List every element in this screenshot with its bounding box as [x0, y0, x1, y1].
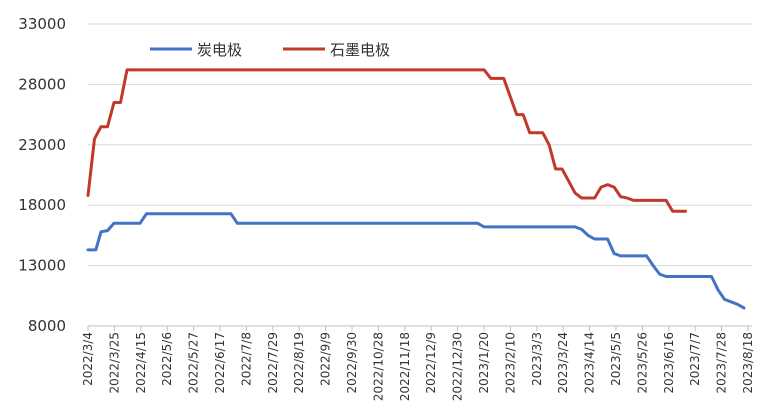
x-tick-label: 2023/5/5: [609, 332, 623, 386]
x-tick-label: 2023/7/28: [715, 332, 729, 394]
x-tick-label: 2022/4/15: [134, 332, 148, 394]
x-tick-label: 2023/7/7: [688, 332, 702, 386]
x-tick-label: 2022/12/30: [451, 332, 465, 401]
y-tick-label: 8000: [28, 317, 66, 335]
series-line-graphite: [86, 68, 687, 213]
x-tick-label: 2023/5/26: [635, 332, 649, 394]
y-axis: 8000 13000 18000 23000 28000 33000: [18, 15, 66, 335]
x-tick-label: 2023/6/16: [662, 332, 676, 394]
x-axis: 2022/3/4 2022/3/25 2022/4/15 2022/5/6 2022/5…: [81, 326, 755, 401]
x-tick-label: 2022/7/8: [239, 332, 253, 386]
x-tick-label: 2022/3/4: [81, 332, 95, 386]
series-line-carbon: [86, 212, 746, 310]
x-tick-label: 2023/4/14: [583, 332, 597, 394]
legend: 炭电极 石墨电极: [150, 41, 390, 59]
series-lines: [86, 68, 746, 310]
x-tick-label: 2022/3/25: [107, 332, 121, 394]
legend-label-graphite: 石墨电极: [330, 41, 390, 59]
x-tick-label: 2023/2/10: [503, 332, 517, 394]
x-tick-label: 2023/8/18: [741, 332, 755, 394]
x-tick-label: 2022/5/6: [160, 332, 174, 386]
x-tick-label: 2022/11/18: [398, 332, 412, 401]
x-tick-label: 2023/3/24: [556, 332, 570, 394]
y-tick-label: 33000: [18, 15, 66, 33]
x-tick-label: 2022/5/27: [187, 332, 201, 394]
x-tick-label: 2022/6/17: [213, 332, 227, 394]
legend-label-carbon: 炭电极: [197, 41, 242, 59]
y-tick-label: 28000: [18, 75, 66, 93]
x-tick-label: 2022/12/9: [424, 332, 438, 394]
y-tick-label: 13000: [18, 257, 66, 275]
x-tick-label: 2022/8/19: [292, 332, 306, 394]
y-tick-label: 23000: [18, 136, 66, 154]
x-tick-label: 2023/3/3: [530, 332, 544, 386]
gridlines: [88, 23, 752, 327]
x-tick-label: 2022/7/29: [266, 332, 280, 394]
x-tick-label: 2022/9/9: [319, 332, 333, 386]
x-tick-label: 2022/10/28: [371, 332, 385, 401]
x-tick-label: 2022/9/30: [345, 332, 359, 394]
y-tick-label: 18000: [18, 196, 66, 214]
x-tick-label: 2023/1/20: [477, 332, 491, 394]
